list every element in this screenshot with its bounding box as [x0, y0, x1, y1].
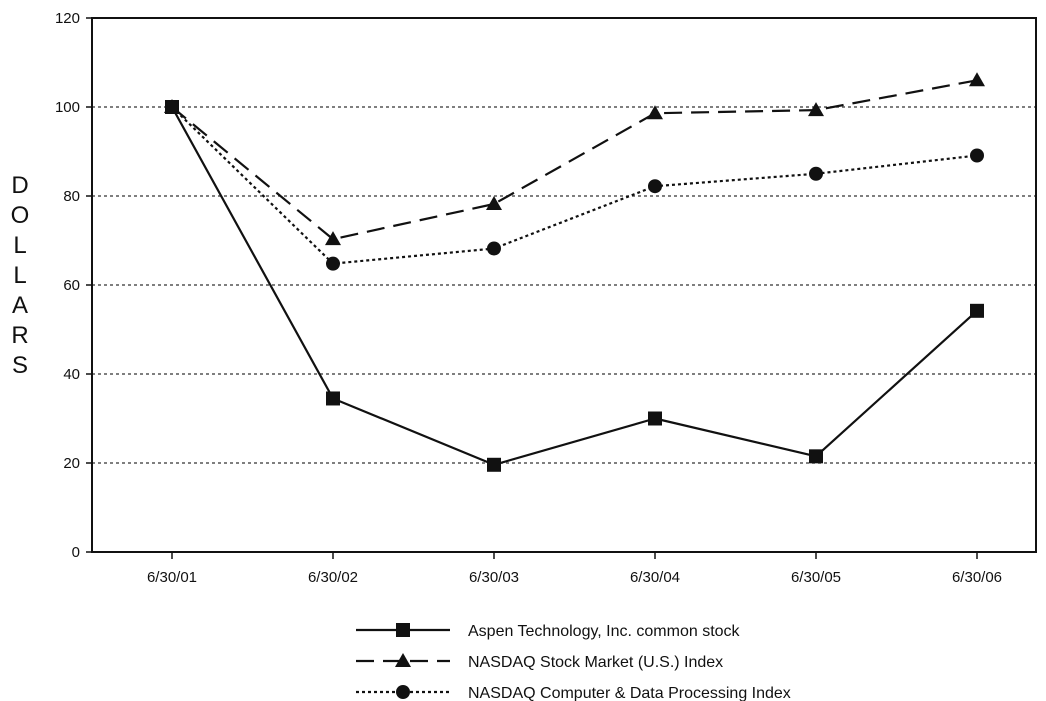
legend-item: NASDAQ Computer & Data Processing Index	[356, 685, 791, 701]
y-axis-label-letter: O	[11, 202, 30, 229]
data-point-circle	[326, 256, 340, 271]
y-axis-label-letter: S	[12, 352, 28, 379]
data-point-triangle	[969, 72, 985, 87]
legend-label: NASDAQ Computer & Data Processing Index	[468, 685, 791, 701]
series-triangle	[164, 72, 985, 246]
x-tick-labels: 6/30/01 6/30/02 6/30/03 6/30/04 6/30/05 6/30/…	[147, 569, 1002, 586]
y-axis-label-letter: L	[13, 262, 26, 289]
legend-marker-circle	[396, 685, 410, 699]
plot-frame	[91, 17, 1037, 553]
legend-item: NASDAQ Stock Market (U.S.) Index	[356, 653, 723, 671]
y-tick-label: 20	[63, 455, 80, 472]
grid-lines	[92, 106, 1036, 464]
series-square	[165, 100, 984, 472]
y-tick-label: 0	[72, 544, 80, 561]
series-lines	[164, 72, 985, 472]
axes	[86, 17, 1037, 559]
x-tick-label: 6/30/05	[791, 569, 841, 586]
data-point-triangle	[486, 196, 502, 211]
legend-marker-triangle	[395, 653, 411, 667]
legend: Aspen Technology, Inc. common stock NASDA…	[356, 623, 791, 701]
data-point-circle	[809, 166, 823, 181]
data-point-triangle	[808, 102, 824, 117]
data-point-circle	[165, 100, 179, 114]
y-tick-label: 120	[55, 10, 80, 27]
legend-marker-square	[396, 623, 410, 637]
series-line	[171, 106, 978, 466]
data-point-square	[648, 411, 662, 426]
series-line	[171, 106, 978, 265]
x-tick-label: 6/30/03	[469, 569, 519, 586]
y-axis-label-letter: A	[12, 292, 28, 319]
series-circle	[165, 100, 984, 271]
legend-label: Aspen Technology, Inc. common stock	[468, 623, 741, 640]
data-point-square	[487, 457, 501, 472]
y-axis-label-letter: D	[11, 172, 28, 199]
x-tick-label: 6/30/01	[147, 569, 197, 586]
data-point-circle	[648, 179, 662, 194]
series-line	[171, 79, 978, 241]
x-tick-label: 6/30/06	[952, 569, 1002, 586]
y-tick-label: 100	[55, 99, 80, 116]
data-point-square	[970, 303, 984, 318]
data-point-square	[809, 449, 823, 464]
y-tick-label: 60	[63, 277, 80, 294]
legend-item: Aspen Technology, Inc. common stock	[356, 623, 741, 640]
x-tick-label: 6/30/02	[308, 569, 358, 586]
x-tick-label: 6/30/04	[630, 569, 680, 586]
y-tick-label: 40	[63, 366, 80, 383]
data-point-triangle	[325, 231, 341, 246]
data-point-triangle	[647, 105, 663, 120]
y-axis-label-letter: R	[11, 322, 28, 349]
y-tick-labels: 0 20 40 60 80 100 120	[55, 10, 80, 561]
legend-label: NASDAQ Stock Market (U.S.) Index	[468, 654, 723, 671]
data-point-square	[326, 391, 340, 406]
y-axis-label-letter: L	[13, 232, 26, 259]
y-tick-label: 80	[63, 188, 80, 205]
data-point-circle	[970, 148, 984, 163]
data-point-circle	[487, 241, 501, 256]
